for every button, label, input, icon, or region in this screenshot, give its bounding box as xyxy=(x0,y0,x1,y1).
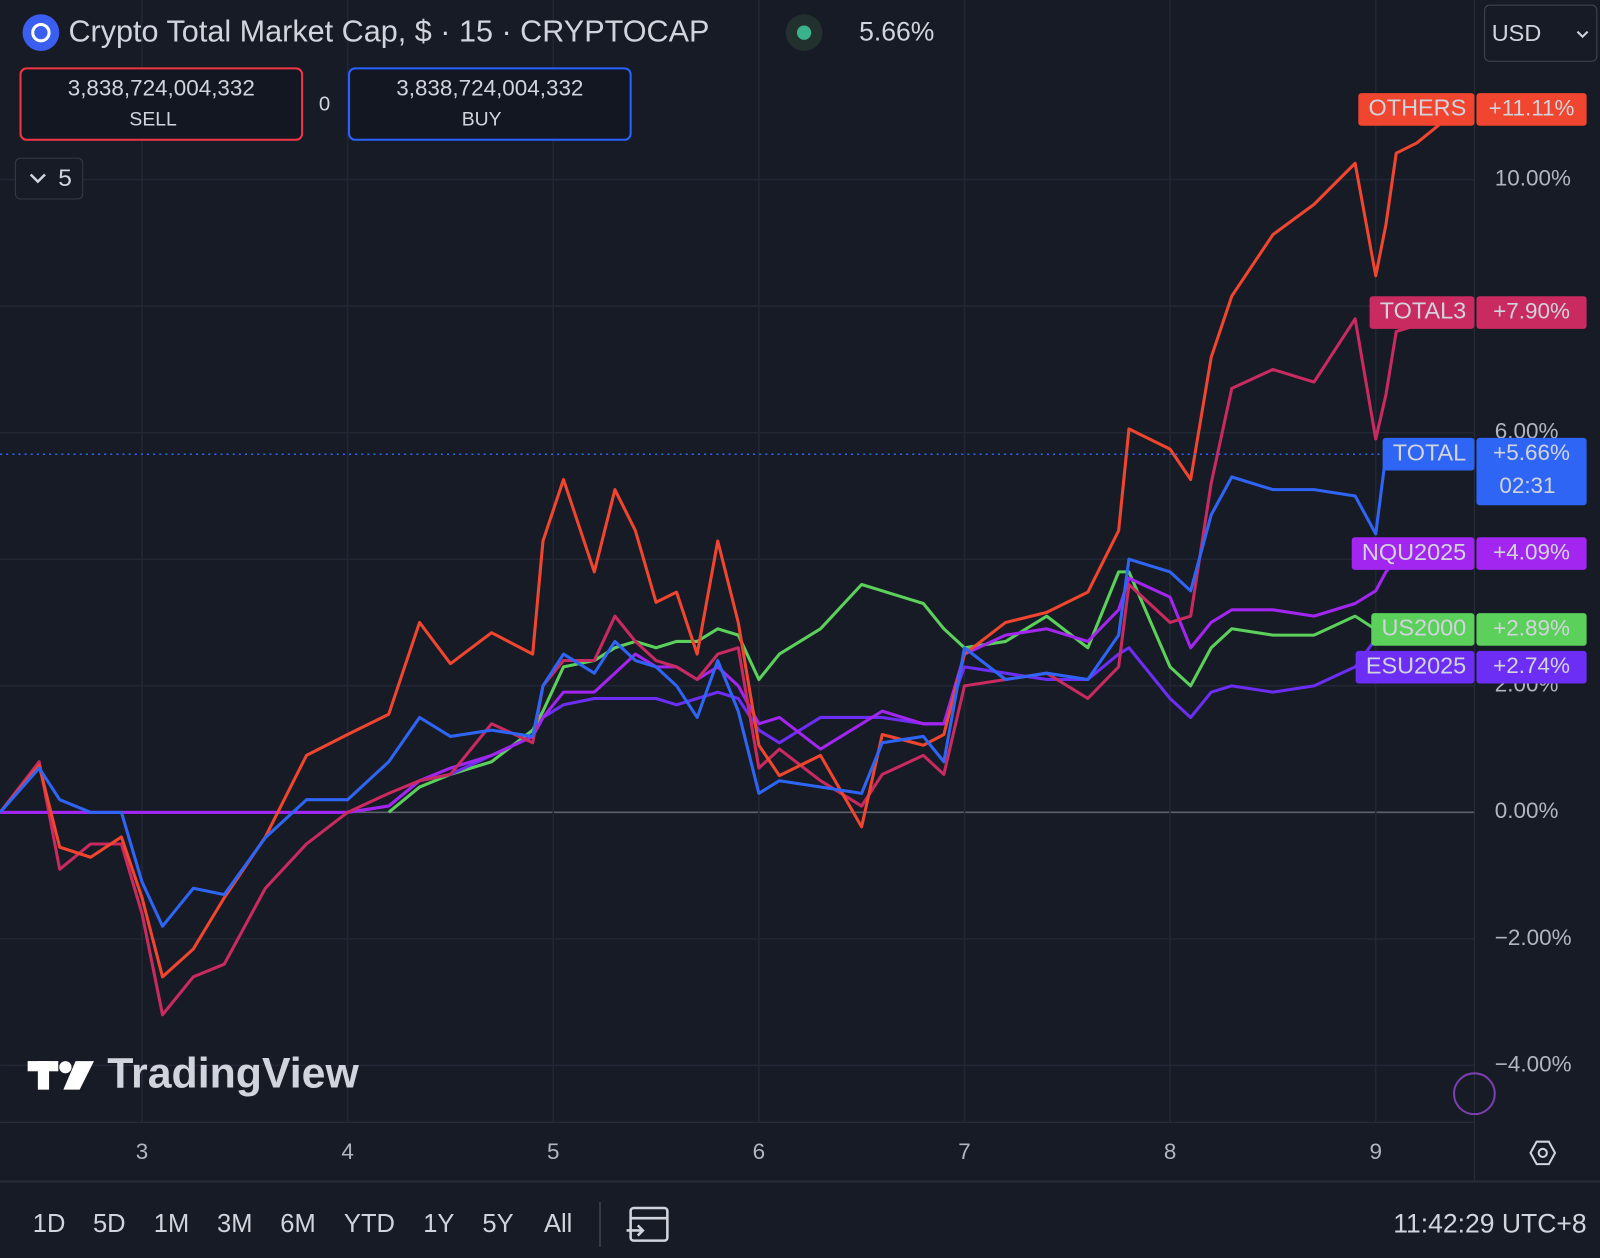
overlay: OTHERS +11.11% TOTAL3 +7.90% TOTAL +5.66% 02:3… xyxy=(1351,93,1587,684)
range-button[interactable]: YTD xyxy=(344,1210,395,1238)
logo-part xyxy=(59,1061,72,1074)
badge-name: ESU2025 xyxy=(1366,652,1466,678)
badge-value-bg xyxy=(1476,650,1587,684)
badge-name-bg xyxy=(1355,650,1475,684)
x-tick-label: 4 xyxy=(341,1139,353,1164)
range-button[interactable]: 1M xyxy=(154,1210,189,1238)
series-line xyxy=(0,311,1459,1017)
calendar-arrow xyxy=(626,1224,645,1237)
indicators-toggle[interactable] xyxy=(14,157,84,200)
badge-name: OTHERS xyxy=(1369,95,1467,121)
settings-icon-center xyxy=(1537,1147,1548,1159)
badge-value: +7.90% xyxy=(1493,298,1570,323)
badge-name-bg xyxy=(1351,537,1475,570)
alert-icon[interactable] xyxy=(1452,1072,1496,1116)
series-line xyxy=(387,570,1377,814)
logo-part xyxy=(63,1061,94,1090)
badge-value: +5.66% xyxy=(1493,440,1570,465)
badge-name: TOTAL xyxy=(1393,439,1466,465)
date-range-icon[interactable] xyxy=(626,1206,669,1242)
chevron-icon xyxy=(29,173,46,184)
badge-value: +2.89% xyxy=(1493,615,1570,640)
badge-value-bg xyxy=(1476,93,1587,126)
range-button[interactable]: 5Y xyxy=(482,1210,513,1238)
range-button[interactable]: 3M xyxy=(217,1210,252,1238)
market-status-dot xyxy=(796,25,812,40)
y-tick-label: 10.00% xyxy=(1495,166,1571,191)
y-tick-label: 0.00% xyxy=(1495,798,1559,823)
badge-name-bg xyxy=(1371,613,1475,646)
x-tick-label: 5 xyxy=(547,1139,559,1164)
buy-button[interactable] xyxy=(348,67,632,141)
logo-part xyxy=(37,1061,50,1090)
range-button[interactable]: 1Y xyxy=(423,1210,454,1238)
clock: 11:42:29 UTC+8 xyxy=(1393,1208,1586,1238)
y-tick-label: −4.00% xyxy=(1495,1051,1572,1076)
range-buttons: 1D 5D 1M 3M 6M YTD 1Y 5Y All xyxy=(33,1210,573,1238)
buy-price: 3,838,724,004,332 xyxy=(396,76,583,101)
symbol-title: Crypto Total Market Cap, $ · 15 · CRYPTO… xyxy=(68,15,709,49)
x-tick-label: 3 xyxy=(136,1139,148,1164)
y-tick-label: −2.00% xyxy=(1495,925,1572,950)
badge-value: +11.11% xyxy=(1489,95,1575,120)
indicators-count: 5 xyxy=(58,165,72,192)
badge-name: TOTAL3 xyxy=(1380,298,1466,324)
calendar-icon xyxy=(629,1206,669,1242)
watermark: TradingView xyxy=(107,1050,359,1098)
range-button[interactable]: 5D xyxy=(93,1210,126,1238)
chevron-icon xyxy=(1576,30,1589,39)
sell-price: 3,838,724,004,332 xyxy=(68,76,255,101)
currency-select[interactable] xyxy=(1484,4,1598,62)
watermark-logo xyxy=(27,1061,94,1090)
settings-icon[interactable] xyxy=(1529,1140,1557,1166)
badge-value: +4.09% xyxy=(1493,539,1570,564)
sell-button[interactable] xyxy=(19,67,304,141)
range-button[interactable]: 6M xyxy=(280,1210,315,1238)
badge-name: NQU2025 xyxy=(1362,539,1466,565)
series-line xyxy=(0,552,1418,814)
range-button[interactable]: 1D xyxy=(33,1210,66,1238)
countdown: 02:31 xyxy=(1499,473,1555,498)
series-line xyxy=(0,454,1388,928)
sell-label: SELL xyxy=(129,109,177,131)
range-button[interactable]: All xyxy=(544,1210,572,1238)
x-tick-label: 7 xyxy=(958,1139,970,1164)
x-tick-label: 6 xyxy=(753,1139,765,1164)
currency: USD xyxy=(1492,20,1542,46)
symbol-logo xyxy=(22,14,60,52)
badge-value-bg xyxy=(1476,537,1587,570)
symbol-logo-icon xyxy=(31,22,51,43)
badge-value: +2.74% xyxy=(1493,653,1570,678)
badge-name-bg xyxy=(1358,93,1475,126)
badge-value-bg xyxy=(1476,613,1587,646)
badge-value-bg xyxy=(1476,437,1587,506)
badge-value-bg xyxy=(1476,296,1587,329)
x-tick-label: 9 xyxy=(1369,1139,1381,1164)
spread: 0 xyxy=(319,93,330,115)
badge-name: US2000 xyxy=(1381,615,1466,641)
change-percent: 5.66% xyxy=(859,17,934,47)
badge-name-bg xyxy=(1382,437,1475,471)
x-tick-label: 8 xyxy=(1164,1139,1176,1164)
badge-name-bg xyxy=(1369,296,1475,329)
buy-label: BUY xyxy=(462,109,502,131)
